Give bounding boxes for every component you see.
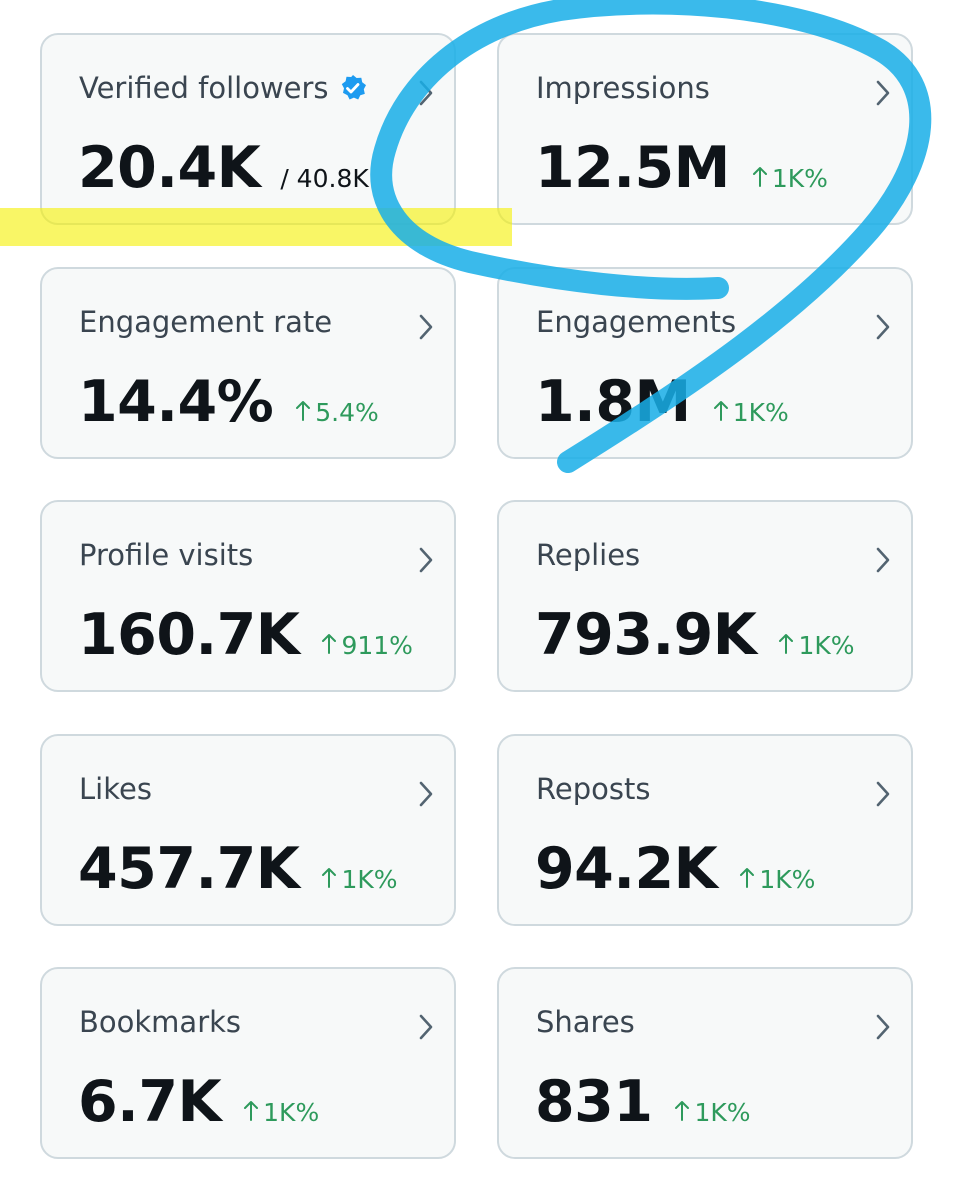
change-text: 1K% bbox=[694, 1098, 751, 1127]
metric-value: 457.7K bbox=[78, 835, 300, 902]
metric-card[interactable]: Likes 457.7K 1K% bbox=[40, 733, 456, 926]
change-text: 911% bbox=[341, 631, 413, 660]
metric-card[interactable]: Profile visits 160.7K 911% bbox=[40, 500, 456, 692]
metric-card[interactable]: Engagements 1.8M 1K% bbox=[497, 266, 913, 459]
metric-label: Reposts bbox=[536, 771, 651, 806]
metric-change: 1K% bbox=[243, 1098, 319, 1127]
metric-value: 793.9K bbox=[535, 602, 757, 668]
value-row: 12.5M 1K% bbox=[535, 135, 828, 201]
change-text: 5.4% bbox=[315, 397, 379, 427]
value-row: 6.7K 1K% bbox=[78, 1069, 319, 1135]
metric-value: 831 bbox=[535, 1069, 653, 1135]
value-row: 20.4K / 40.8K bbox=[78, 135, 369, 201]
chevron-right bbox=[419, 547, 433, 573]
metric-change: 1K% bbox=[778, 631, 855, 660]
metric-change: 1K% bbox=[674, 1098, 751, 1127]
metric-label: Impressions bbox=[536, 71, 710, 105]
metric-change: 1K% bbox=[752, 164, 828, 193]
change-text: 1K% bbox=[341, 864, 398, 894]
metric-value: 160.7K bbox=[78, 602, 300, 668]
change-text: 1K% bbox=[732, 397, 789, 427]
metric-value: 6.7K bbox=[78, 1069, 222, 1135]
value-row: 14.4% 5.4% bbox=[78, 369, 379, 435]
metric-label: Verified followers bbox=[79, 71, 367, 105]
chevron-right bbox=[876, 1014, 890, 1040]
metric-label: Replies bbox=[536, 538, 641, 572]
metric-label: Shares bbox=[536, 1005, 635, 1039]
metric-value: 12.5M bbox=[535, 135, 730, 201]
metric-label: Engagement rate bbox=[79, 304, 333, 339]
chevron-right bbox=[876, 547, 890, 573]
verified-badge bbox=[341, 75, 366, 100]
metric-card[interactable]: Verified followers 20.4K / 40.8K bbox=[40, 33, 456, 225]
metric-label: Bookmarks bbox=[79, 1005, 242, 1039]
metric-label: Profile visits bbox=[79, 538, 254, 572]
change-text: 1K% bbox=[759, 864, 816, 894]
metric-label: Likes bbox=[79, 771, 152, 806]
up-arrow bbox=[740, 867, 755, 888]
metric-label: Engagements bbox=[536, 304, 737, 339]
metric-card[interactable]: Replies 793.9K 1K% bbox=[497, 500, 913, 692]
up-arrow bbox=[752, 167, 767, 187]
value-row: 94.2K 1K% bbox=[535, 836, 815, 902]
change-text: 1K% bbox=[771, 164, 828, 193]
up-arrow bbox=[675, 1101, 690, 1121]
value-row: 457.7K 1K% bbox=[78, 836, 398, 902]
chevron-right bbox=[419, 80, 433, 106]
value-row: 793.9K 1K% bbox=[535, 602, 855, 668]
metric-card[interactable]: Impressions 12.5M 1K% bbox=[497, 33, 913, 225]
chevron-right bbox=[876, 781, 890, 806]
value-row: 831 1K% bbox=[535, 1069, 751, 1135]
chevron-right bbox=[419, 1014, 433, 1040]
metric-change: 1K% bbox=[321, 864, 398, 894]
value-row: 160.7K 911% bbox=[78, 602, 413, 668]
up-arrow bbox=[713, 400, 728, 421]
change-text: 1K% bbox=[263, 1098, 320, 1127]
up-arrow bbox=[296, 400, 311, 421]
chevron-right bbox=[876, 80, 890, 106]
change-text: 1K% bbox=[798, 631, 855, 660]
up-arrow bbox=[322, 634, 337, 654]
metric-value: 20.4K bbox=[78, 135, 261, 201]
chevron-right bbox=[419, 781, 433, 806]
metric-card[interactable]: Shares 831 1K% bbox=[497, 967, 913, 1159]
metric-total: / 40.8K bbox=[280, 164, 369, 193]
chevron-right bbox=[419, 314, 433, 339]
up-arrow bbox=[322, 867, 337, 888]
metric-card[interactable]: Reposts 94.2K 1K% bbox=[497, 733, 913, 926]
metric-value: 1.8M bbox=[535, 368, 691, 435]
chevron-right bbox=[876, 314, 890, 339]
metric-value: 14.4% bbox=[78, 368, 274, 435]
up-arrow bbox=[244, 1101, 259, 1121]
metric-card[interactable]: Engagement rate 14.4% 5.4% bbox=[40, 266, 456, 459]
metric-change: 1K% bbox=[739, 865, 815, 894]
value-row: 1.8M 1K% bbox=[535, 369, 789, 435]
metric-change: 1K% bbox=[713, 398, 789, 427]
metric-change: 5.4% bbox=[295, 398, 379, 427]
metric-value: 94.2K bbox=[535, 835, 718, 902]
up-arrow bbox=[779, 634, 794, 654]
metric-change: 911% bbox=[321, 631, 413, 660]
metric-card[interactable]: Bookmarks 6.7K 1K% bbox=[40, 967, 456, 1159]
